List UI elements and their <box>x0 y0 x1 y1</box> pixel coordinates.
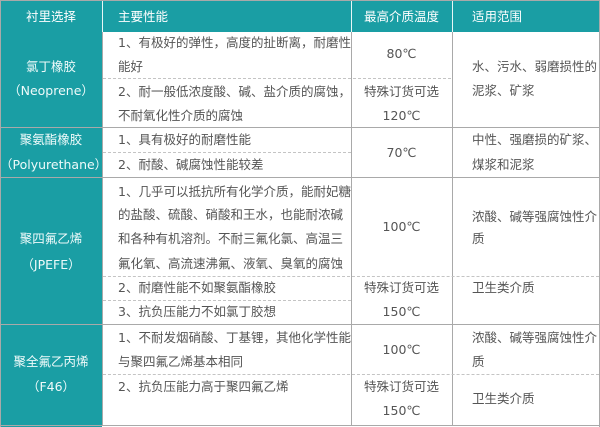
property-line: 不耐氧化性介质的腐蚀 <box>118 108 244 123</box>
property-line: 的盐酸、硫酸、硝酸和王水，也能耐浓碱 <box>118 207 344 222</box>
lining-name-en: （Polyurethane） <box>0 157 108 172</box>
dashed-divider <box>103 78 451 79</box>
divider <box>0 0 1 427</box>
temp-value: 100℃ <box>382 219 421 234</box>
divider <box>0 127 600 128</box>
divider <box>351 32 352 426</box>
property-line: 2、抗负压能力高于聚四氟乙烯 <box>118 379 289 394</box>
dashed-divider <box>103 276 599 277</box>
application-line: 泥浆、矿浆 <box>472 83 535 98</box>
header-properties: 主要性能 <box>118 9 169 24</box>
lining-name: 聚四氟乙烯 <box>19 231 83 246</box>
header-lining: 衬里选择 <box>25 9 76 24</box>
lining-name: 聚氨酯橡胶 <box>19 132 83 147</box>
lining-name-en: （F46） <box>26 379 76 394</box>
divider <box>0 324 600 325</box>
divider <box>0 177 600 178</box>
lining-column <box>0 0 102 427</box>
temp-value: 150℃ <box>382 403 421 418</box>
application-line: 质 <box>472 231 485 246</box>
property-line: 2、耐磨性能不如聚氨酯橡胶 <box>118 280 276 295</box>
temp-value: 120℃ <box>382 108 421 123</box>
lining-name-en: （JPEFE） <box>21 257 81 272</box>
property-line: 2、耐一般低浓度酸、碱、盐介质的腐蚀， <box>118 84 351 99</box>
property-line: 氟化氧、高流速沸氟、液氧、臭氧的腐蚀 <box>118 256 344 271</box>
header-application: 适用范围 <box>472 9 523 24</box>
property-line: 2、耐酸、碱腐蚀性能较差 <box>118 157 264 172</box>
temp-value: 100℃ <box>382 342 421 357</box>
property-line: 和各种有机溶剂。不耐三氟化氯、高温三 <box>118 231 344 246</box>
temp-note: 特殊订货可选 <box>363 379 439 394</box>
property-line: 1、具有极好的耐磨性能 <box>118 132 251 147</box>
lining-name-en: （Neoprene） <box>8 83 94 98</box>
property-line: 3、抗负压能力不如氯丁胶想 <box>118 304 276 319</box>
temp-value: 80℃ <box>386 46 417 61</box>
property-line: 与聚四氟乙烯基本相同 <box>118 354 244 369</box>
property-line: 1、有极好的弹性，高度的扯断离，耐磨性 <box>118 35 351 50</box>
temp-value: 70℃ <box>386 145 417 160</box>
divider <box>0 425 600 426</box>
property-line: 能好 <box>118 59 144 74</box>
application-line: 水、污水、弱磨损性的 <box>472 59 598 74</box>
temp-note: 特殊订货可选 <box>363 280 439 295</box>
temp-value: 150℃ <box>382 304 421 319</box>
divider <box>102 32 103 426</box>
divider <box>351 0 352 32</box>
dashed-divider <box>103 300 351 301</box>
application-line: 质 <box>472 354 485 369</box>
divider <box>452 0 453 32</box>
lining-name: 氯丁橡胶 <box>25 59 76 74</box>
lining-name: 聚全氟乙丙烯 <box>13 354 89 369</box>
divider <box>452 32 453 426</box>
property-line: 1、几乎可以抵抗所有化学介质，能耐妃糖 <box>118 184 351 199</box>
property-line: 1、不耐发烟硝酸、丁基锂，其他化学性能 <box>118 330 351 345</box>
application-line: 浓酸、碱等强腐蚀性介 <box>472 209 598 224</box>
application-line: 煤浆和泥浆 <box>472 157 535 172</box>
dashed-divider <box>103 374 599 375</box>
header-max-temp: 最高介质温度 <box>363 9 439 24</box>
application-line: 浓酸、碱等强腐蚀性介 <box>472 330 598 345</box>
divider <box>102 0 103 32</box>
temp-note: 特殊订货可选 <box>363 84 439 99</box>
application-line: 卫生类介质 <box>472 391 535 406</box>
divider <box>0 0 600 1</box>
application-line: 卫生类介质 <box>472 280 535 295</box>
dashed-divider <box>103 152 351 153</box>
application-line: 中性、强磨损的矿浆、 <box>472 132 598 147</box>
